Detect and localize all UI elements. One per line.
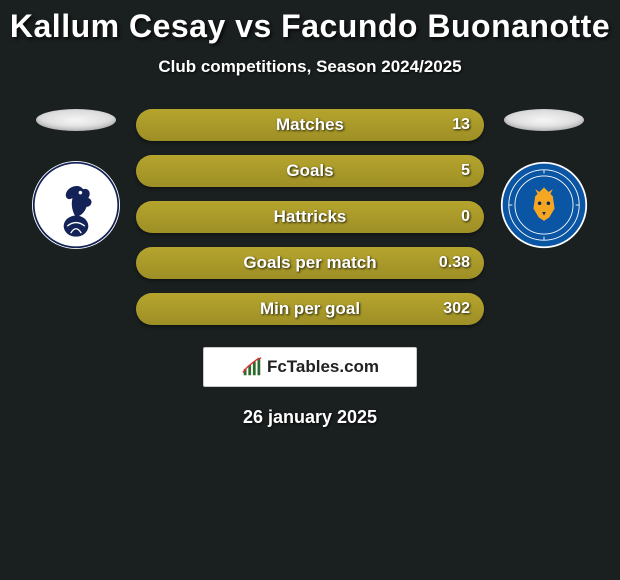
- date-text: 26 january 2025: [0, 407, 620, 428]
- main-row: Matches 13 Goals 5 Hattricks 0 Goals per match…: [0, 109, 620, 325]
- bar-label: Goals: [286, 161, 333, 181]
- stat-bar: Hattricks 0: [136, 201, 484, 233]
- bar-value: 302: [443, 300, 470, 318]
- player-left-marker: [36, 109, 116, 131]
- bar-label: Min per goal: [260, 299, 360, 319]
- brand-box[interactable]: FcTables.com: [203, 347, 417, 387]
- bar-label: Goals per match: [243, 253, 376, 273]
- bar-label: Hattricks: [274, 207, 347, 227]
- stat-bar: Min per goal 302: [136, 293, 484, 325]
- bar-label: Matches: [276, 115, 344, 135]
- stat-bar: Goals 5: [136, 155, 484, 187]
- leicester-badge-icon: [500, 161, 588, 249]
- page-title: Kallum Cesay vs Facundo Buonanotte: [0, 8, 620, 45]
- stat-bar: Goals per match 0.38: [136, 247, 484, 279]
- stat-bar: Matches 13: [136, 109, 484, 141]
- team-badge-left: [32, 161, 120, 249]
- right-side: [494, 109, 594, 249]
- left-side: [26, 109, 126, 249]
- brand-text: FcTables.com: [267, 357, 379, 377]
- chart-icon: [241, 356, 263, 378]
- comparison-card: Kallum Cesay vs Facundo Buonanotte Club …: [0, 0, 620, 428]
- bar-value: 5: [461, 162, 470, 180]
- subtitle: Club competitions, Season 2024/2025: [0, 57, 620, 77]
- player-right-marker: [504, 109, 584, 131]
- stat-bars: Matches 13 Goals 5 Hattricks 0 Goals per match…: [136, 109, 484, 325]
- tottenham-badge-icon: [32, 161, 120, 249]
- bar-value: 0: [461, 208, 470, 226]
- bar-value: 0.38: [439, 254, 470, 272]
- bar-value: 13: [452, 116, 470, 134]
- team-badge-right: [500, 161, 588, 249]
